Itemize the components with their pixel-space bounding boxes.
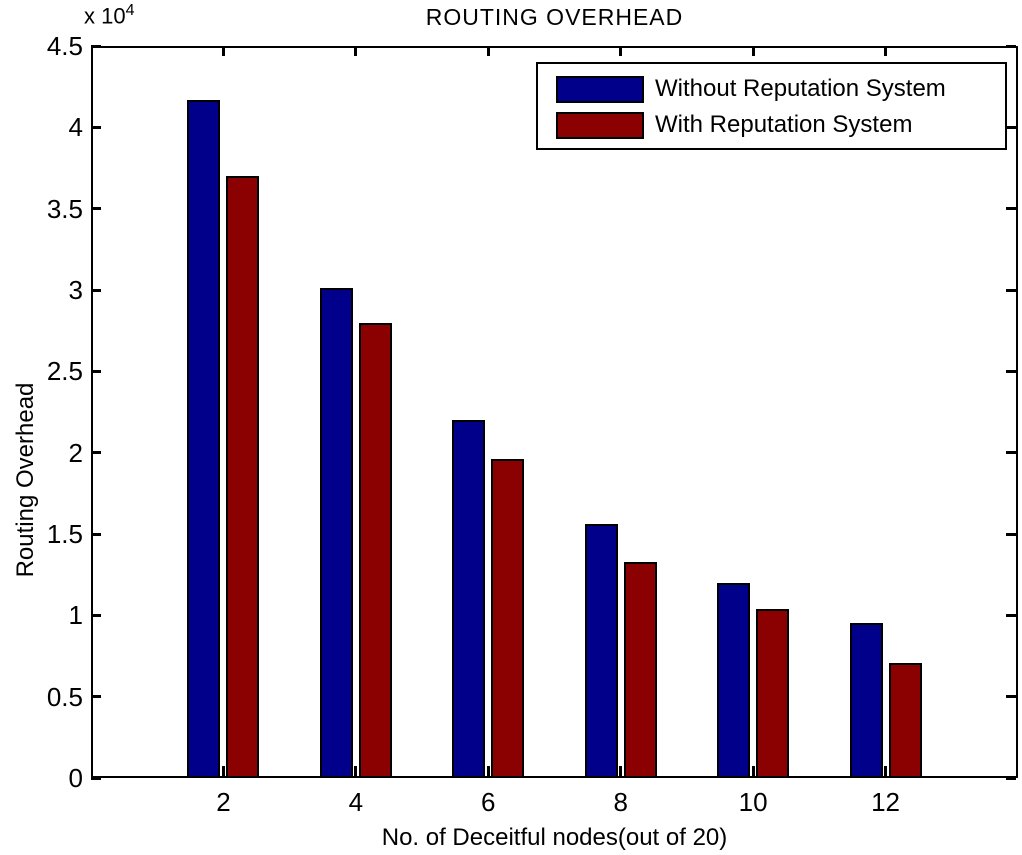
y-tick-label: 3.5 xyxy=(46,193,83,224)
x-tick-mark-bottom xyxy=(486,766,490,776)
x-tick-label: 4 xyxy=(348,787,364,817)
x-tick-mark-bottom xyxy=(354,766,358,776)
bar-with-reputation xyxy=(756,608,790,778)
legend-item-without-reputation: Without Reputation System xyxy=(556,71,1005,107)
x-tick-label: 10 xyxy=(738,787,768,817)
y-axis-label: Routing Overhead xyxy=(12,382,39,578)
legend-swatch-dark-red xyxy=(556,111,644,139)
bar-without-reputation xyxy=(584,524,618,778)
x-tick-mark-top xyxy=(486,46,490,56)
bar-with-reputation xyxy=(226,176,260,778)
y-tick-mark-left xyxy=(91,613,101,617)
bar-without-reputation xyxy=(319,288,353,778)
x-axis-label: No. of Deceitful nodes(out of 20) xyxy=(381,824,728,851)
bar-with-reputation xyxy=(623,561,657,778)
x-tick-label: 8 xyxy=(613,787,628,817)
bar-with-reputation xyxy=(888,662,922,778)
legend-item-with-reputation: With Reputation System xyxy=(556,107,1005,143)
y-tick-label: 2.5 xyxy=(46,356,83,387)
y-tick-mark-right xyxy=(1006,613,1016,617)
bar-without-reputation xyxy=(717,582,751,778)
x-tick-mark-bottom xyxy=(884,766,888,776)
y-tick-mark-right xyxy=(1006,695,1016,699)
y-tick-mark-left xyxy=(91,451,101,455)
y-tick-mark-right xyxy=(1006,451,1016,455)
bar-with-reputation xyxy=(358,322,392,778)
y-tick-label: 0 xyxy=(68,763,83,793)
bar-without-reputation xyxy=(187,99,221,778)
y-tick-mark-left xyxy=(91,44,101,48)
y-tick-mark-left xyxy=(91,695,101,699)
legend-label: With Reputation System xyxy=(655,111,913,138)
x-tick-mark-top xyxy=(354,46,358,56)
y-tick-label: 1 xyxy=(68,600,83,631)
bar-without-reputation xyxy=(849,623,883,778)
x-tick-mark-bottom xyxy=(221,766,225,776)
y-tick-mark-right xyxy=(1006,532,1016,536)
y-scale-exponent: 4 xyxy=(125,2,135,19)
bar-with-reputation xyxy=(491,459,525,778)
y-tick-mark-left xyxy=(91,532,101,536)
y-tick-mark-right xyxy=(1006,369,1016,373)
bar-without-reputation xyxy=(452,420,486,778)
y-tick-label: 4.5 xyxy=(46,31,83,61)
y-tick-label: 1.5 xyxy=(46,519,83,549)
y-tick-label: 0.5 xyxy=(46,681,83,712)
y-tick-mark-left xyxy=(91,125,101,129)
chart-title: ROUTING OVERHEAD xyxy=(425,4,684,30)
x-tick-mark-bottom xyxy=(619,766,623,776)
y-tick-mark-left xyxy=(91,369,101,373)
y-tick-mark-left xyxy=(91,776,101,780)
y-tick-mark-left xyxy=(91,288,101,292)
legend-label: Without Reputation System xyxy=(655,75,946,102)
y-tick-mark-right xyxy=(1006,44,1016,48)
x-tick-label: 6 xyxy=(481,787,496,817)
legend: Without Reputation System With Reputatio… xyxy=(536,62,1007,150)
y-tick-label: 4 xyxy=(68,112,83,143)
x-tick-mark-top xyxy=(884,46,888,56)
x-tick-label: 12 xyxy=(871,787,901,817)
x-tick-mark-bottom xyxy=(751,766,755,776)
legend-swatch-blue xyxy=(556,75,644,103)
y-tick-label: 3 xyxy=(68,275,83,305)
y-tick-mark-left xyxy=(91,207,101,211)
y-scale-base: x 10 xyxy=(84,3,126,29)
y-axis-scale-multiplier: x 104 xyxy=(84,2,135,29)
y-tick-mark-right xyxy=(1006,125,1016,129)
y-tick-mark-right xyxy=(1006,207,1016,211)
y-tick-mark-right xyxy=(1006,288,1016,292)
x-tick-mark-top xyxy=(619,46,623,56)
y-tick-mark-right xyxy=(1006,776,1016,780)
x-tick-mark-top xyxy=(221,46,225,56)
x-tick-mark-top xyxy=(751,46,755,56)
y-tick-label: 2 xyxy=(68,437,83,468)
x-tick-label: 2 xyxy=(216,787,231,817)
